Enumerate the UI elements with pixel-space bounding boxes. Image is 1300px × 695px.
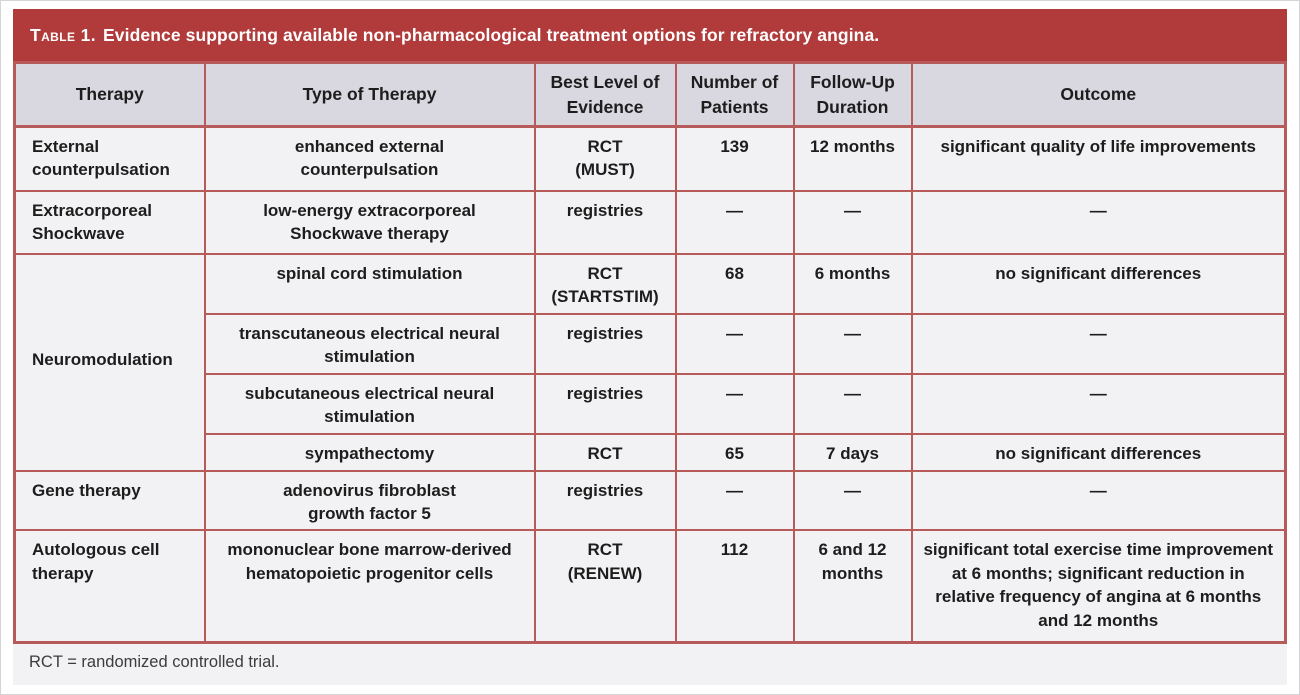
cell-patients: — [674,189,795,255]
cell-evidence: RCT (MUST) [533,125,677,192]
cell-followup: 7 days [792,432,913,472]
cell-patients: — [674,372,795,435]
cell-therapy: Neuromodulation [13,252,206,472]
cell-followup: — [792,312,913,375]
cell-type-of-therapy: subcutaneous electrical neural stimulati… [203,372,536,435]
cell-type-of-therapy: sympathectomy [203,432,536,472]
cell-evidence: registries [533,469,677,532]
cell-therapy: Gene therapy [13,469,206,532]
cell-evidence: registries [533,189,677,255]
cell-outcome: — [910,372,1287,435]
cell-type-of-therapy: transcutaneous electrical neural stimula… [203,312,536,375]
table-row: Gene therapy adenovirus fibroblast growt… [13,469,1287,532]
column-header-type-of-therapy: Type of Therapy [203,61,536,128]
cell-followup: — [792,469,913,532]
cell-patients: 139 [674,125,795,192]
cell-type-of-therapy: enhanced external counterpulsation [203,125,536,192]
evidence-table: Therapy Type of Therapy Best Level of Ev… [13,61,1287,644]
cell-type-of-therapy: mononuclear bone marrow-derived hematopo… [203,529,536,644]
column-header-follow-up-duration: Follow-Up Duration [792,61,913,128]
cell-type-of-therapy: spinal cord stimulation [203,252,536,315]
column-header-outcome: Outcome [910,61,1287,128]
table-caption: Evidence supporting available non-pharma… [103,24,880,45]
cell-type-of-therapy: low-energy extracorporeal Shockwave ther… [203,189,536,255]
header-row: Therapy Type of Therapy Best Level of Ev… [13,61,1287,128]
cell-therapy: Autologous cell therapy [13,529,206,644]
cell-outcome: significant total exercise time improvem… [910,529,1287,644]
cell-therapy: Extracorporeal Shockwave [13,189,206,255]
cell-outcome: significant quality of life improvements [910,125,1287,192]
column-header-number-of-patients: Number of Patients [674,61,795,128]
cell-outcome: — [910,189,1287,255]
cell-outcome: — [910,312,1287,375]
cell-outcome: no significant differences [910,252,1287,315]
cell-therapy: External counterpulsation [13,125,206,192]
cell-outcome: no significant differences [910,432,1287,472]
cell-followup: 12 months [792,125,913,192]
cell-evidence: registries [533,312,677,375]
table-row: Autologous cell therapy mononuclear bone… [13,529,1287,644]
table-row: sympathectomy RCT 65 7 days no significa… [15,432,1287,472]
cell-patients: — [674,312,795,375]
cell-evidence: RCT (RENEW) [533,529,677,644]
cell-patients: 68 [674,252,795,315]
cell-patients: — [674,469,795,532]
cell-followup: 6 and 12 months [792,529,913,644]
cell-type-of-therapy: adenovirus fibroblast growth factor 5 [203,469,536,532]
cell-followup: — [792,189,913,255]
cell-patients: 112 [674,529,795,644]
table-number-label: Table 1. [30,24,97,45]
cell-evidence: registries [533,372,677,435]
table-row: subcutaneous electrical neural stimulati… [15,372,1287,435]
table-row: transcutaneous electrical neural stimula… [15,312,1287,375]
cell-followup: — [792,372,913,435]
column-header-therapy: Therapy [13,61,206,128]
cell-evidence: RCT [533,432,677,472]
cell-patients: 65 [674,432,795,472]
column-header-best-level-of-evidence: Best Level of Evidence [533,61,677,128]
cell-followup: 6 months [792,252,913,315]
table-row: Extracorporeal Shockwave low-energy extr… [13,189,1287,255]
table-row: External counterpulsation enhanced exter… [13,125,1287,192]
cell-evidence: RCT (STARTSTIM) [533,252,677,315]
table-footnote: RCT = randomized controlled trial. [13,643,1287,685]
cell-outcome: — [910,469,1287,532]
table-title-bar: Table 1. Evidence supporting available n… [13,9,1287,61]
table-row: Neuromodulation spinal cord stimulation … [13,252,1287,472]
